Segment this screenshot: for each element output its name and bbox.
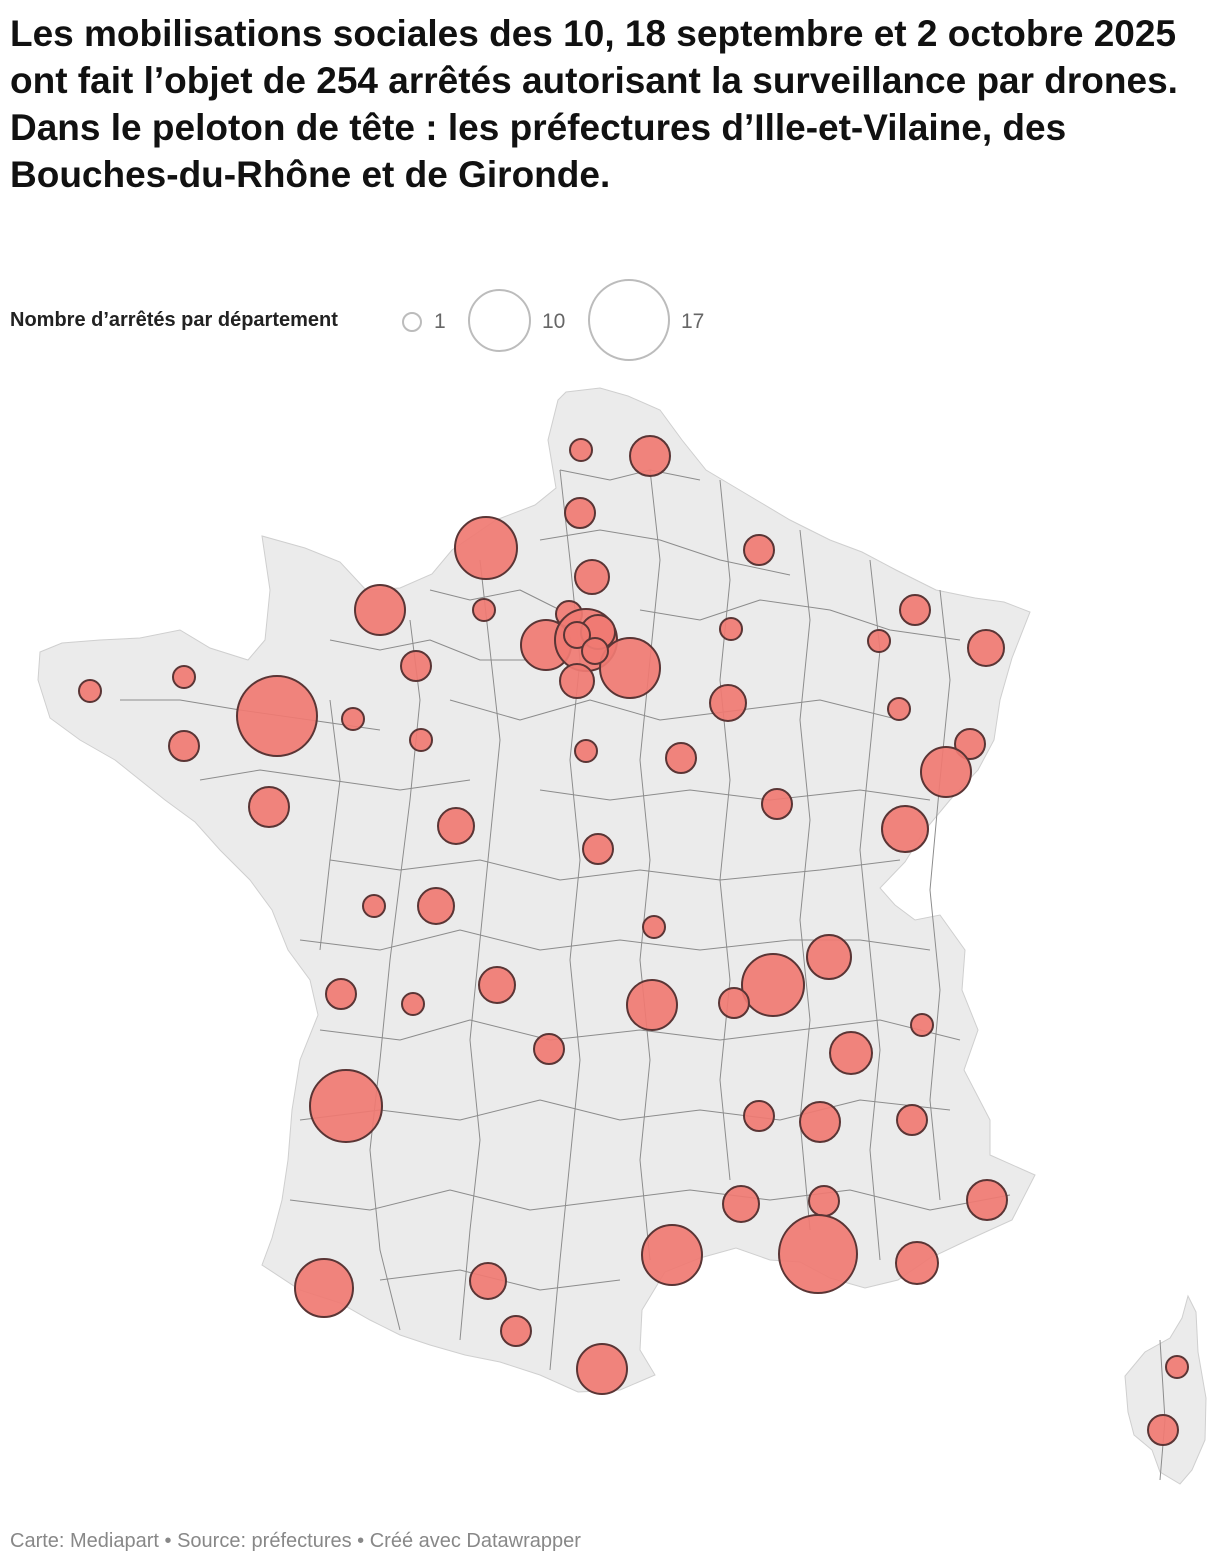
department-bubble[interactable] [778, 1214, 858, 1294]
department-bubble[interactable] [564, 497, 596, 529]
department-bubble[interactable] [881, 805, 929, 853]
department-bubble[interactable] [1165, 1355, 1189, 1379]
department-bubble[interactable] [887, 697, 911, 721]
department-bubble[interactable] [409, 728, 433, 752]
france-map [37, 387, 1207, 1485]
department-bubble[interactable] [1147, 1414, 1179, 1446]
department-bubble[interactable] [362, 894, 386, 918]
department-bubble[interactable] [533, 1033, 565, 1065]
legend-circle-1 [402, 312, 422, 332]
department-bubble[interactable] [582, 833, 614, 865]
department-bubble[interactable] [325, 978, 357, 1010]
department-bubble[interactable] [400, 650, 432, 682]
department-bubble[interactable] [574, 559, 610, 595]
department-bubble[interactable] [478, 966, 516, 1004]
department-bubble[interactable] [741, 953, 805, 1017]
department-bubble[interactable] [569, 438, 593, 462]
department-bubble[interactable] [168, 730, 200, 762]
department-bubble[interactable] [354, 584, 406, 636]
department-bubble[interactable] [966, 1179, 1008, 1221]
department-bubble[interactable] [806, 934, 852, 980]
legend-label-17: 17 [681, 310, 705, 333]
legend-label-10: 10 [542, 310, 566, 333]
department-bubble[interactable] [920, 746, 972, 798]
department-bubble[interactable] [899, 594, 931, 626]
department-bubble[interactable] [896, 1104, 928, 1136]
department-bubble[interactable] [829, 1031, 873, 1075]
corsica-shape [1124, 1294, 1207, 1485]
department-bubble[interactable] [341, 707, 365, 731]
department-bubble[interactable] [895, 1241, 939, 1285]
department-bubble[interactable] [574, 739, 598, 763]
department-bubble[interactable] [581, 637, 609, 665]
department-bubble[interactable] [236, 675, 318, 757]
department-bubble[interactable] [559, 663, 595, 699]
department-bubble[interactable] [599, 637, 661, 699]
department-bubble[interactable] [761, 788, 793, 820]
department-bubble[interactable] [743, 534, 775, 566]
legend-title: Nombre d’arrêtés par département [10, 309, 338, 331]
footer-credits: Carte: Mediapart • Source: préfectures •… [10, 1530, 581, 1552]
legend-circle-10 [468, 289, 531, 352]
department-bubble[interactable] [722, 1185, 760, 1223]
chart-title: Les mobilisations sociales des 10, 18 se… [10, 13, 1178, 195]
department-bubble[interactable] [910, 1013, 934, 1037]
department-bubble[interactable] [78, 679, 102, 703]
department-bubble[interactable] [309, 1069, 383, 1143]
department-bubble[interactable] [743, 1100, 775, 1132]
department-bubble[interactable] [417, 887, 455, 925]
land-shapes [37, 387, 1207, 1485]
department-bubble[interactable] [294, 1258, 354, 1318]
bubble-layer [78, 435, 1189, 1446]
department-bubble[interactable] [401, 992, 425, 1016]
department-bubble[interactable] [967, 629, 1005, 667]
department-bubble[interactable] [472, 598, 496, 622]
department-bubble[interactable] [799, 1101, 841, 1143]
department-borders [120, 469, 1166, 1481]
size-legend: Nombre d’arrêtés par département 1 10 17 [10, 278, 770, 362]
department-bubble[interactable] [454, 516, 518, 580]
department-bubble[interactable] [954, 728, 986, 760]
mainland-france-shape [37, 387, 1036, 1393]
department-bubble[interactable] [808, 1185, 840, 1217]
department-bubble[interactable] [719, 617, 743, 641]
department-bubble[interactable] [626, 979, 678, 1031]
department-bubble[interactable] [642, 915, 666, 939]
department-bubble[interactable] [665, 742, 697, 774]
department-bubble[interactable] [248, 786, 290, 828]
legend-label-1: 1 [434, 310, 446, 333]
department-bubble[interactable] [469, 1262, 507, 1300]
department-bubble[interactable] [172, 665, 196, 689]
department-bubble[interactable] [563, 621, 591, 649]
department-bubble[interactable] [629, 435, 671, 477]
department-bubble[interactable] [709, 684, 747, 722]
department-bubble[interactable] [437, 807, 475, 845]
department-bubble[interactable] [867, 629, 891, 653]
department-bubble[interactable] [500, 1315, 532, 1347]
department-bubble[interactable] [641, 1224, 703, 1286]
legend-circle-17 [588, 279, 670, 361]
department-bubble[interactable] [576, 1343, 628, 1395]
department-bubble[interactable] [718, 987, 750, 1019]
